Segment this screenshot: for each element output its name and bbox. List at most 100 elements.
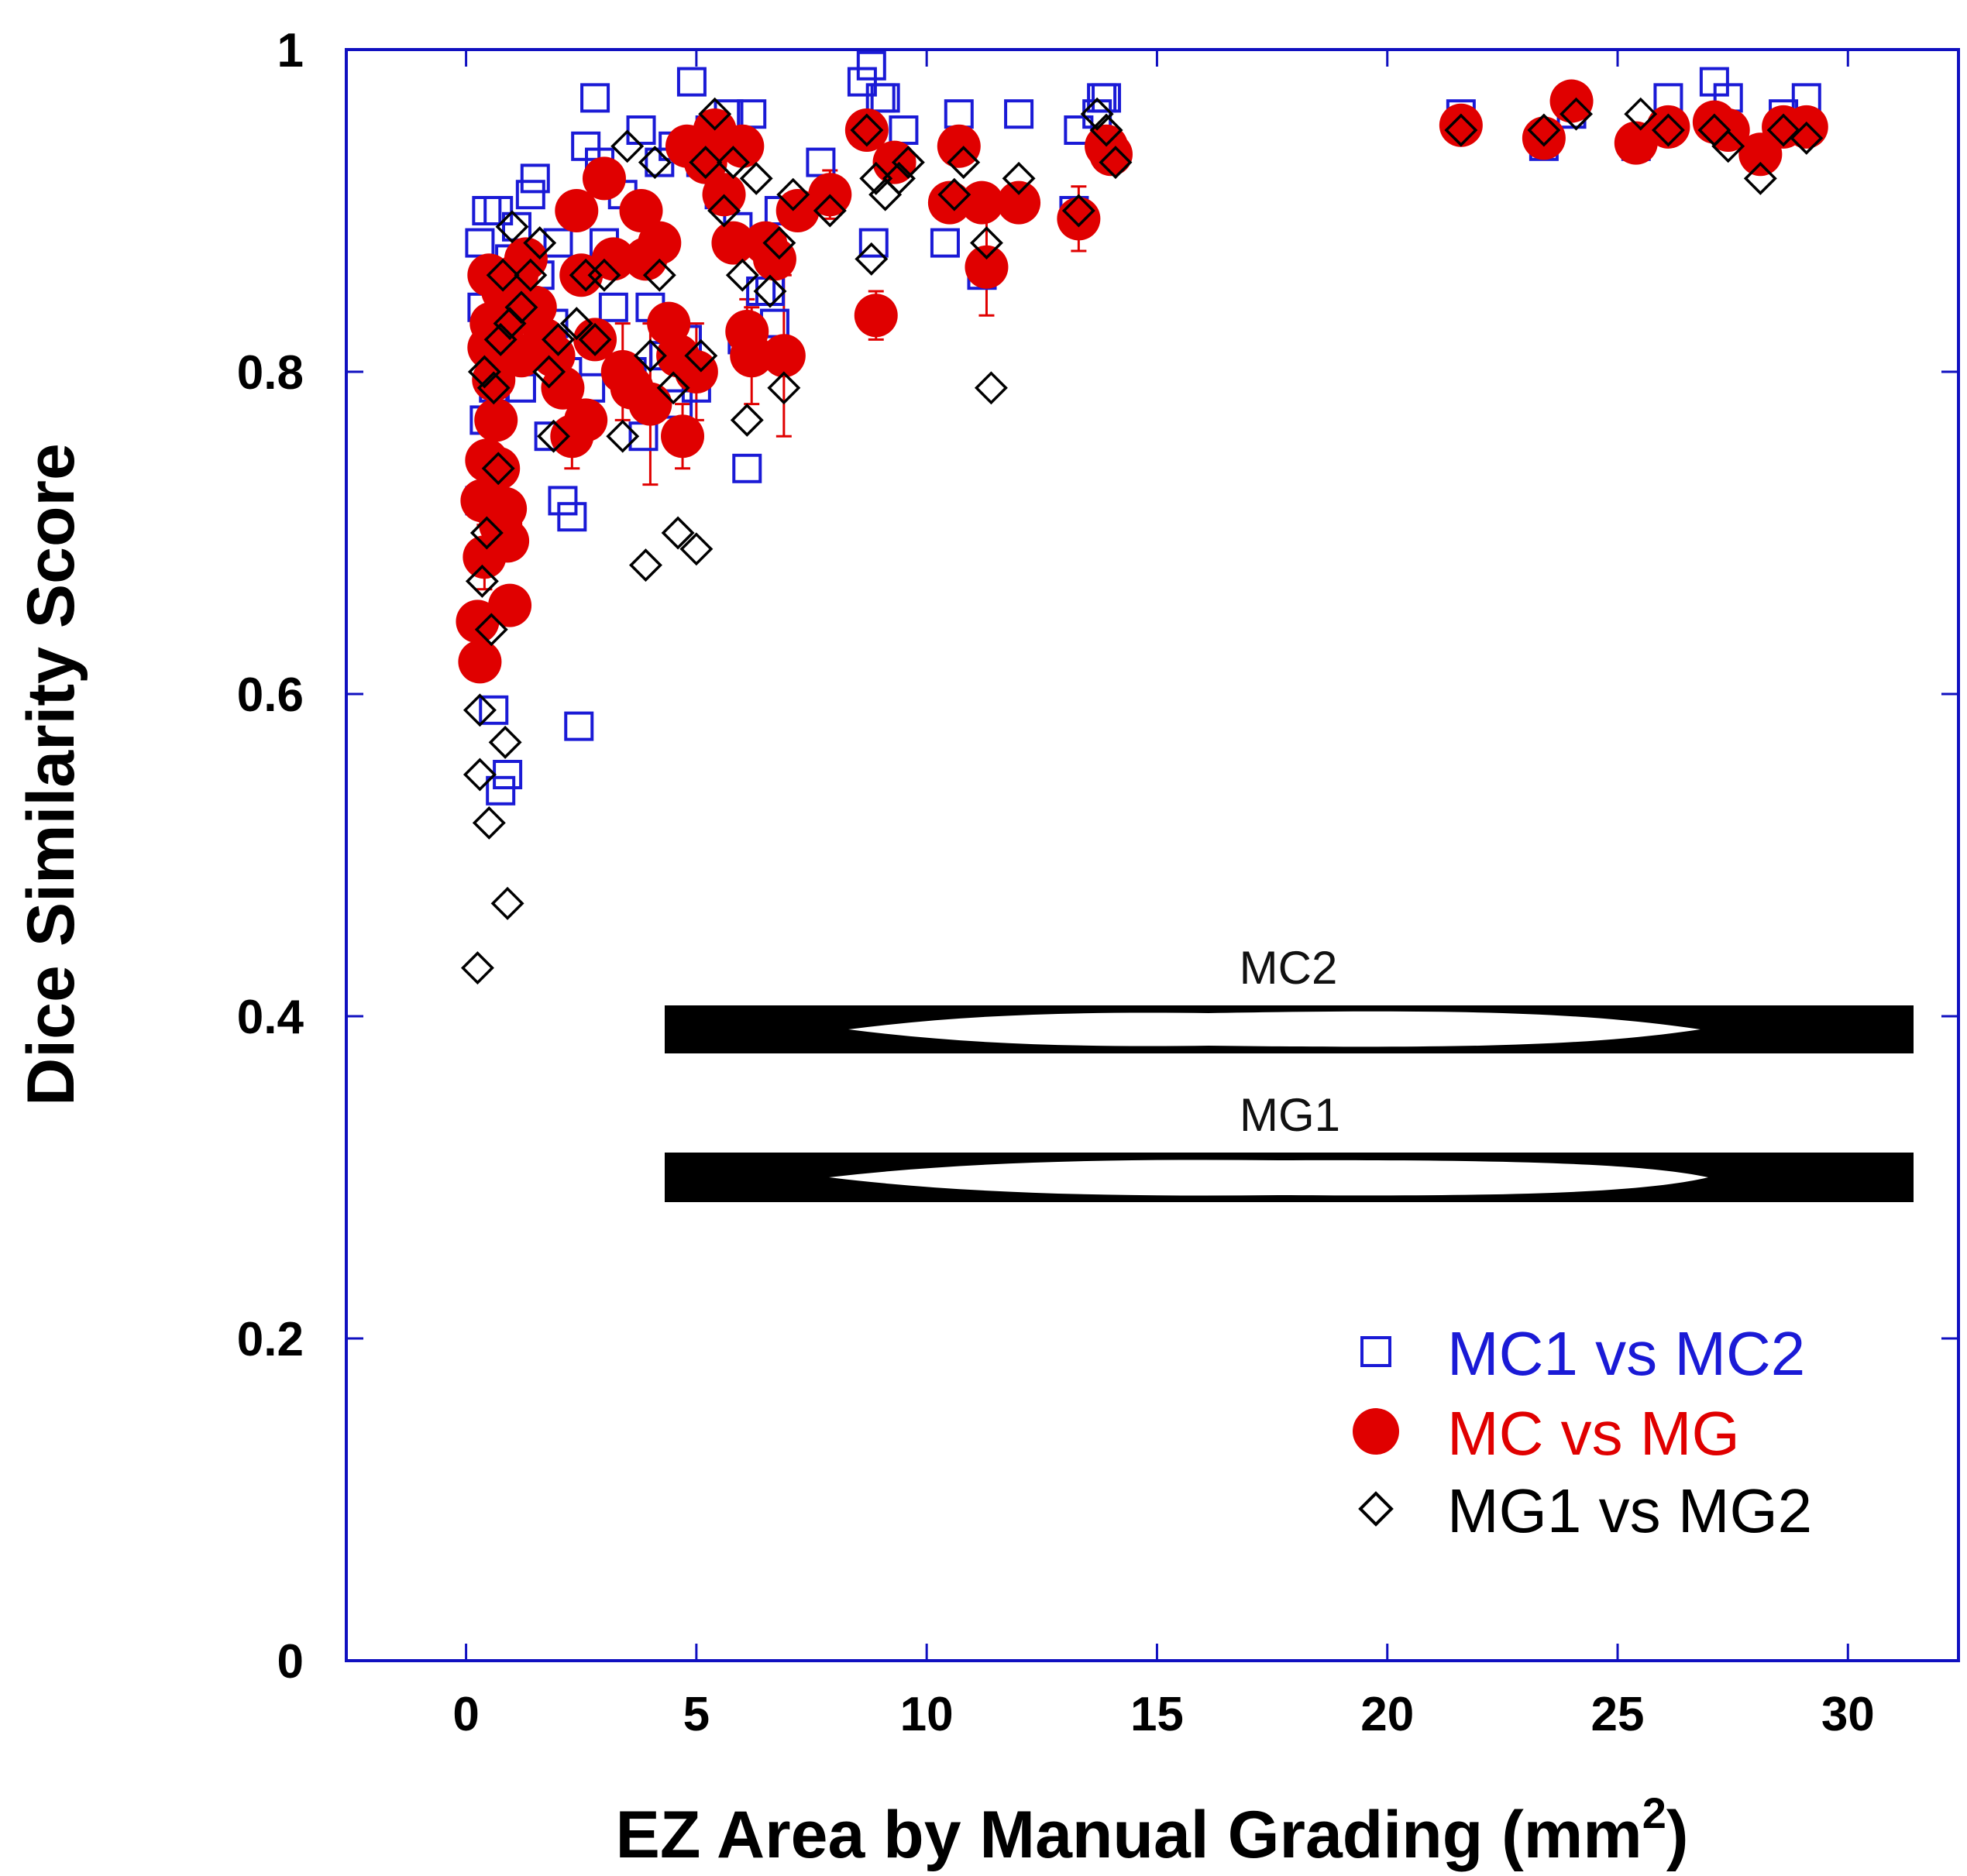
mc-vs-mg-point — [711, 221, 755, 265]
mg1-vs-mg2-point — [1560, 97, 1593, 131]
mg1-vs-mg2-point — [1444, 113, 1478, 147]
mg1-vs-mg2-point — [523, 226, 557, 260]
x-tick-label: 5 — [683, 1688, 710, 1741]
mg1-vs-mg2-point — [537, 419, 571, 453]
mc1-vs-mc2-point — [755, 277, 786, 306]
y-tick-label: 0.2 — [237, 1313, 304, 1366]
mg1-vs-mg2-point — [698, 97, 732, 131]
mg1-vs-mg2-point — [707, 194, 741, 228]
mc-vs-mg-point — [1088, 132, 1133, 177]
mg1-vs-mg2-point — [882, 161, 916, 195]
y-tick-label: 0.6 — [237, 668, 304, 722]
mc-vs-mg-point — [844, 108, 889, 152]
mc-vs-mg-point — [854, 294, 898, 338]
mc1-vs-mc2-point — [847, 67, 877, 97]
mc-vs-mg-point — [638, 221, 682, 265]
mc-vs-mg-point — [555, 189, 599, 232]
mg1-vs-mg2-point — [490, 886, 524, 920]
mc1-vs-mc2-point — [465, 228, 495, 258]
mg1-vs-mg2-point — [753, 274, 787, 308]
x-tick-label: 30 — [1821, 1688, 1875, 1741]
mc-vs-mg-point — [960, 180, 1004, 225]
legend-label-mg1-vs-mg2: MG1 vs MG2 — [1447, 1476, 1812, 1545]
mc-vs-mg-point — [486, 519, 530, 563]
mg1-vs-mg2-point — [1766, 113, 1800, 147]
mg1-vs-mg2-point — [638, 146, 672, 180]
mg1-vs-mg2-point — [504, 290, 538, 325]
mg1-vs-mg2-point — [767, 371, 801, 405]
mc-vs-mg-point — [458, 640, 502, 684]
y-axis-title: Dice Similarity Score — [14, 443, 88, 1106]
mc1-vs-mc2-point — [564, 711, 594, 741]
mg1-vs-mg2-point — [495, 210, 529, 244]
x-tick-label: 25 — [1591, 1688, 1645, 1741]
mc1-vs-mc2-point — [598, 292, 628, 322]
y-axis: 0 0.2 0.4 0.6 0.8 1 — [237, 24, 1958, 1689]
x-axis-title-superscript: 2 — [1642, 1788, 1666, 1837]
mc-vs-mg-series — [456, 79, 1828, 684]
mg1-vs-mg2-point — [542, 322, 575, 356]
mc1-vs-mc2-point — [548, 486, 578, 516]
x-tick-label: 15 — [1130, 1688, 1184, 1741]
plot-frame — [345, 48, 1960, 1662]
mc1-vs-mc2-point — [493, 760, 523, 789]
mg1-vs-mg2-point — [661, 516, 695, 550]
mg1-vs-mg2-point — [725, 258, 759, 292]
mg1-vs-mg2-point — [679, 532, 714, 566]
mc-vs-mg-point — [1549, 79, 1594, 123]
mc1-vs-mc2-point — [483, 196, 514, 225]
x-tick-label: 20 — [1360, 1688, 1414, 1741]
mc1-vs-mc2-point — [543, 228, 573, 258]
mg1-vs-mg2-point — [469, 516, 504, 550]
mc1-vs-mc2-point — [520, 163, 550, 194]
mg1-vs-mg2-point — [1743, 161, 1777, 195]
x-axis-title-suffix: ) — [1666, 1798, 1689, 1872]
inset-label-mg1: MG1 — [1240, 1089, 1340, 1141]
mg1-vs-mg2-point — [1002, 161, 1036, 195]
mc-vs-mg-point — [937, 124, 981, 168]
mg1-vs-mg2-point — [610, 129, 645, 163]
mc-vs-mg-point — [1057, 197, 1101, 241]
legend: MC1 vs MC2 MC vs MG MG1 vs MG2 — [1353, 1319, 1812, 1545]
mc-vs-mg-point — [762, 334, 806, 378]
mg1-vs-mg2-point — [813, 194, 847, 228]
mc-vs-mg-point — [582, 156, 626, 201]
mc1-vs-mc2-point — [944, 99, 974, 129]
mc-vs-mg-point — [775, 189, 820, 232]
mc-vs-mg-point — [1784, 105, 1828, 149]
mg1-vs-mg2-point — [1061, 194, 1095, 228]
mg1-vs-mg2-point — [463, 758, 497, 792]
mc-vs-mg-point — [483, 486, 528, 531]
mg1-vs-mg2-point — [606, 419, 640, 453]
mc1-vs-mc2-point — [580, 83, 610, 113]
mg1-vs-mg2-point — [859, 161, 893, 195]
mg1-vs-mg2-point — [559, 307, 593, 341]
mg1-vs-mg2-point — [689, 146, 723, 180]
mg1-vs-mg2-point — [472, 806, 506, 840]
mg1-vs-mg2-point — [463, 693, 497, 727]
inset-label-mc2: MC2 — [1240, 942, 1338, 994]
mc1-vs-mc2-point — [557, 502, 587, 532]
legend-marker-mc1-vs-mc2 — [1360, 1336, 1391, 1367]
legend-label-mc1-vs-mc2: MC1 vs MC2 — [1447, 1319, 1805, 1388]
mg1-vs-mg2-point — [488, 725, 522, 759]
mc-vs-mg-point — [564, 398, 608, 442]
mg1-vs-mg2-point — [481, 452, 515, 486]
mg1-vs-mg2-point — [656, 371, 690, 405]
mg1-vs-mg2-point — [465, 564, 499, 598]
mg1-vs-mg2-point — [474, 613, 508, 647]
mg1-vs-mg2-point — [716, 146, 750, 180]
mc1-vs-mc2-point — [515, 180, 545, 210]
mg1-vs-mg2-point — [483, 322, 518, 356]
mc-vs-mg-point — [720, 124, 765, 168]
mg1-vs-mg2-point — [532, 355, 566, 389]
mc1-vs-mc2-point — [676, 67, 707, 97]
mc-vs-mg-point — [1646, 105, 1690, 149]
mc1-vs-mc2-point — [856, 50, 886, 81]
mg1-vs-mg2-point — [642, 258, 676, 292]
mg1-vs-mg2-point — [1080, 97, 1114, 131]
mc1-vs-mc2-point — [732, 453, 762, 483]
x-tick-label: 10 — [900, 1688, 954, 1741]
mg1-vs-mg2-series — [460, 97, 1824, 985]
